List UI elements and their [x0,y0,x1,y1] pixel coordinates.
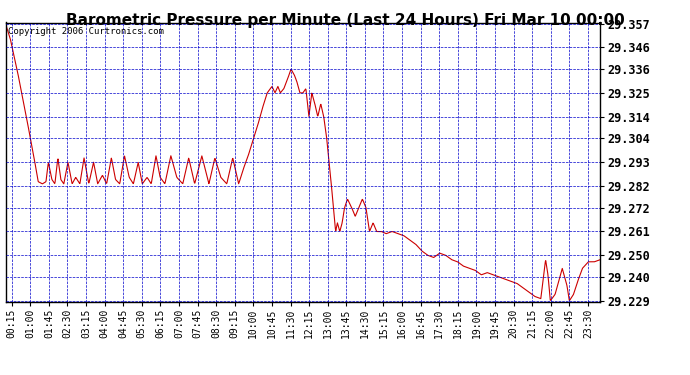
Text: Copyright 2006 Curtronics.com: Copyright 2006 Curtronics.com [8,27,164,36]
Text: Barometric Pressure per Minute (Last 24 Hours) Fri Mar 10 00:00: Barometric Pressure per Minute (Last 24 … [66,13,624,28]
